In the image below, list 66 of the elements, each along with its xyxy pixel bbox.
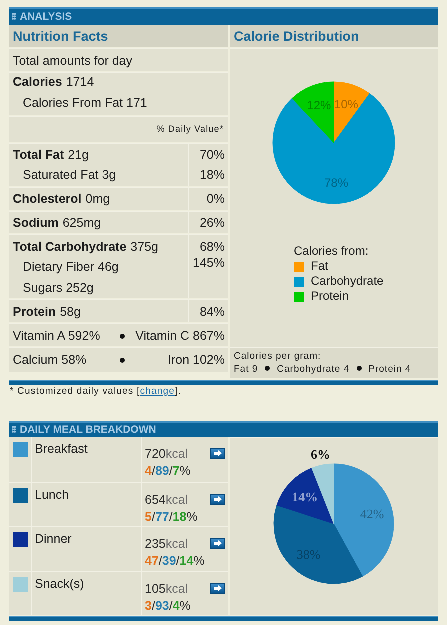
text: 47/39/14% <box>145 554 205 568</box>
text: Vitamin C 867% <box>136 329 225 343</box>
text: 654kcal <box>145 492 188 506</box>
text: Sugars 252g <box>23 281 94 295</box>
text: 4/89/7% <box>145 464 191 478</box>
text: Calcium 58% <box>13 353 87 367</box>
legend-label: Protein <box>311 289 350 304</box>
text: 58g <box>60 305 81 319</box>
legend-label: Snack(s) <box>35 576 84 590</box>
text: % Daily Value* <box>156 124 224 134</box>
text: 720kcal <box>145 447 188 461</box>
data-label: 10% <box>334 98 359 112</box>
text: Protein 4 <box>368 364 412 375</box>
text: Calories per gram: <box>234 351 322 362</box>
chart-title: Calorie Distribution <box>234 28 360 44</box>
text: ]. <box>175 386 182 397</box>
text: Calories <box>13 75 62 89</box>
pie-slice <box>272 93 396 204</box>
text: Saturated Fat 3g <box>23 168 116 182</box>
text: Cholesterol <box>13 192 82 206</box>
text: 1714 <box>66 75 94 89</box>
text: 145% <box>193 256 225 270</box>
text: 3/93/4% <box>145 598 191 612</box>
text: 84% <box>200 305 225 319</box>
text: ANALYSIS <box>20 11 72 23</box>
data-label: 42% <box>360 506 384 522</box>
text: 235kcal <box>145 537 188 551</box>
text: Nutrition Facts <box>13 28 108 44</box>
legend-label: Dinner <box>35 532 72 546</box>
data-label: 78% <box>324 176 349 190</box>
text: Vitamin A 592% <box>13 329 100 343</box>
text: * Customized daily values [ <box>10 386 140 397</box>
text: 68% <box>200 240 225 254</box>
legend-label: Breakfast <box>35 442 88 456</box>
legend-title: Calories from: <box>294 244 369 258</box>
text: 18% <box>200 168 225 182</box>
text: 105kcal <box>145 582 188 596</box>
text: 0mg <box>86 192 110 206</box>
text: change <box>140 386 176 397</box>
text: Total Fat <box>13 148 64 162</box>
text: 70% <box>200 148 225 162</box>
chart-title: DAILY MEAL BREAKDOWN <box>20 424 156 436</box>
text: Fat 9 <box>234 364 258 375</box>
text: 375g <box>130 240 158 254</box>
text: 26% <box>200 216 225 230</box>
text: 21g <box>68 148 90 162</box>
pie-slice <box>276 468 334 524</box>
data-label: 6% <box>310 446 330 462</box>
legend-label: Fat <box>311 259 328 274</box>
text: Carbohydrate 4 <box>277 364 350 375</box>
text: Protein <box>13 305 56 319</box>
text: 0% <box>206 192 225 206</box>
pie-slice <box>334 464 394 577</box>
text: Total amounts for day <box>13 54 133 68</box>
text: Sodium <box>13 216 59 230</box>
text: Iron 102% <box>168 353 225 367</box>
legend-label: Lunch <box>35 488 70 502</box>
data-label: 14% <box>292 489 318 504</box>
text: 5/77/18% <box>145 510 198 524</box>
text: Dietary Fiber 46g <box>23 260 119 274</box>
text: Calories From Fat 171 <box>23 96 148 110</box>
data-label: 12% <box>307 98 332 113</box>
legend-label: Carbohydrate <box>311 274 384 289</box>
text: 625mg <box>62 216 102 230</box>
pie-slice <box>292 82 334 144</box>
text: Total Carbohydrate <box>13 240 127 254</box>
